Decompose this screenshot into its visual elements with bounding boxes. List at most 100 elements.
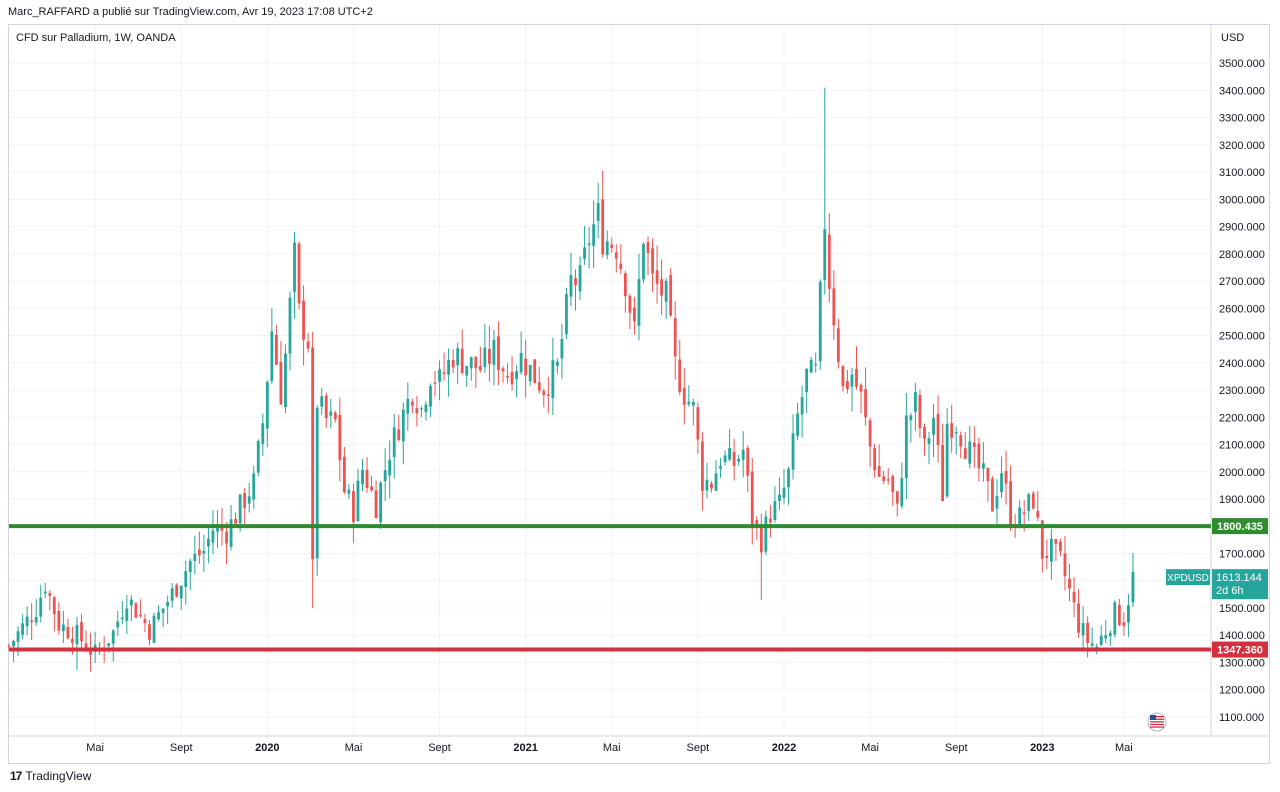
candle <box>578 256 582 301</box>
candle-body <box>43 591 47 594</box>
candle-body <box>365 469 369 489</box>
symbol-title: CFD sur Palladium, 1W, OANDA <box>16 32 176 44</box>
candle <box>1113 600 1117 638</box>
candle <box>179 585 183 611</box>
candle <box>1122 612 1126 636</box>
candle <box>1108 630 1112 646</box>
candle-body <box>991 478 994 512</box>
candle <box>682 368 686 425</box>
candle-body <box>651 248 654 274</box>
last-price-countdown: 2d 6h <box>1216 585 1244 597</box>
candle <box>991 476 994 512</box>
candle <box>895 490 899 517</box>
candle <box>637 253 641 341</box>
flag-canton <box>1150 715 1156 720</box>
candle <box>596 182 600 239</box>
flag-stripe <box>1150 718 1164 720</box>
candle-body <box>963 448 967 459</box>
candle-body <box>773 501 777 521</box>
candle <box>293 232 296 319</box>
candle <box>356 468 360 523</box>
candle-body <box>16 631 20 642</box>
candle-body <box>533 359 537 383</box>
x-tick-label: Mai <box>861 742 879 754</box>
candle <box>1054 538 1058 562</box>
candle-body <box>768 518 772 523</box>
candle-body <box>261 423 265 444</box>
candle-body <box>342 456 346 493</box>
candle <box>719 457 722 478</box>
candle <box>560 323 564 379</box>
candle <box>506 363 509 384</box>
candle-body <box>420 408 423 410</box>
candle <box>950 404 954 453</box>
candle-body <box>764 516 768 552</box>
candle <box>1049 528 1053 580</box>
symbol-tag-bg <box>1166 569 1210 586</box>
candle <box>891 474 895 506</box>
candle-body <box>352 491 355 523</box>
candle <box>569 252 573 307</box>
candle-body <box>918 395 922 429</box>
candle-body <box>515 371 518 380</box>
candle <box>673 301 677 380</box>
candle-body <box>1108 632 1112 637</box>
candle <box>152 612 156 643</box>
candle-body <box>234 518 238 524</box>
candle-body <box>415 408 419 414</box>
flag-stripe <box>1150 716 1164 718</box>
candle <box>93 631 97 663</box>
candle-body <box>75 624 79 645</box>
candle <box>379 480 383 529</box>
candle-body <box>701 441 704 491</box>
candle <box>528 364 532 386</box>
candle-body <box>705 479 709 491</box>
candle <box>342 447 346 495</box>
candle <box>601 170 605 258</box>
candle-body <box>710 483 713 489</box>
candle-body <box>669 275 673 316</box>
candle <box>741 431 745 478</box>
candle <box>320 388 324 415</box>
y-tick-label: 3500.000 <box>1219 58 1265 70</box>
candle-body <box>565 294 568 335</box>
candle <box>175 583 179 598</box>
candle-body <box>741 449 745 460</box>
candle-body <box>737 458 741 462</box>
y-tick-label: 2300.000 <box>1219 385 1265 397</box>
candle <box>288 291 292 371</box>
candle-body <box>111 630 115 644</box>
y-tick-label: 2700.000 <box>1219 276 1265 288</box>
candle-body <box>25 616 29 627</box>
candle-body <box>719 466 722 469</box>
candle-body <box>315 407 319 559</box>
candle <box>510 356 514 391</box>
candle <box>25 606 29 636</box>
candle-body <box>134 603 138 618</box>
candle <box>981 441 985 482</box>
candle <box>370 475 373 493</box>
candle <box>877 444 881 477</box>
candle-body <box>555 361 559 366</box>
candle-body <box>809 359 813 373</box>
candle-body <box>288 297 292 354</box>
candle-body <box>1113 602 1117 635</box>
candle-body <box>501 368 505 372</box>
candle-body <box>524 358 528 376</box>
candle <box>43 582 47 598</box>
candle <box>533 359 537 384</box>
candle <box>800 385 804 438</box>
candle-body <box>800 397 804 415</box>
candle-body <box>972 442 976 447</box>
candle <box>846 370 849 394</box>
candle-body <box>864 389 867 418</box>
candle-body <box>1022 512 1026 514</box>
y-tick-label: 2200.000 <box>1219 412 1265 424</box>
tradingview-logo-icon: 17 <box>10 769 22 783</box>
candle-body <box>1018 507 1022 527</box>
candle-body <box>1049 538 1053 562</box>
candle <box>30 603 34 640</box>
candle <box>945 408 949 499</box>
candle-body <box>950 423 954 438</box>
